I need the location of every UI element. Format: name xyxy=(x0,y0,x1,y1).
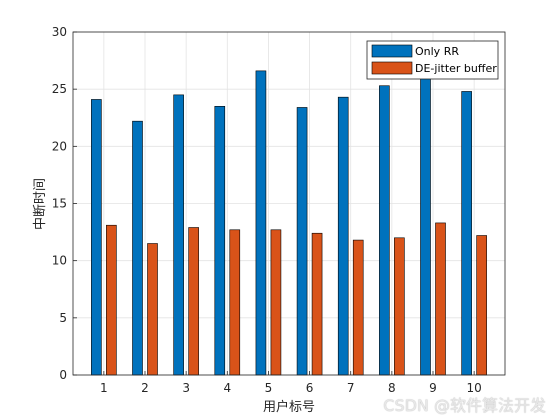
x-tick-label: 3 xyxy=(182,381,190,395)
bar-only-rr-3 xyxy=(173,94,184,376)
bar-de-jitter-buffer-3 xyxy=(188,227,199,376)
x-tick-label: 4 xyxy=(223,381,231,395)
bar-de-jitter-buffer-10 xyxy=(476,235,487,376)
x-tick-label: 9 xyxy=(429,381,437,395)
bar-only-rr-10 xyxy=(461,91,472,376)
bar-only-rr-7 xyxy=(337,96,349,376)
legend-swatch-de-jitter-buffer xyxy=(371,61,413,75)
y-tick-label: 25 xyxy=(52,82,67,96)
y-tick-label: 0 xyxy=(59,368,67,382)
legend-label-only-rr: Only RR xyxy=(415,45,459,58)
bar-only-rr-1 xyxy=(91,99,102,376)
bar-only-rr-4 xyxy=(214,106,226,376)
bar-only-rr-2 xyxy=(132,120,143,376)
legend-label-de-jitter-buffer: DE-jitter buffer xyxy=(415,62,497,75)
bar-de-jitter-buffer-7 xyxy=(352,239,364,376)
x-tick-label: 6 xyxy=(306,381,314,395)
bar-only-rr-5 xyxy=(255,70,267,376)
y-tick-label: 20 xyxy=(52,139,67,153)
bar-de-jitter-buffer-9 xyxy=(435,222,446,376)
grid-lines xyxy=(73,31,505,376)
bar-de-jitter-buffer-1 xyxy=(106,224,117,376)
x-tick-label: 7 xyxy=(347,381,355,395)
x-tick-label: 5 xyxy=(265,381,273,395)
bar-de-jitter-buffer-4 xyxy=(229,229,241,376)
bar-only-rr-9 xyxy=(420,77,431,376)
x-tick-label: 10 xyxy=(467,381,482,395)
legend-swatch-only-rr xyxy=(371,44,413,58)
y-tick-label: 30 xyxy=(52,25,67,39)
x-tick-label: 2 xyxy=(141,381,149,395)
x-axis-ticks: 1 2 3 4 5 6 7 8 9 10 xyxy=(100,371,482,395)
bars xyxy=(91,70,487,376)
y-axis-ticks: 0 5 10 15 20 25 30 xyxy=(52,25,77,382)
legend: Only RR DE-jitter buffer xyxy=(366,40,499,80)
bar-only-rr-8 xyxy=(379,85,390,376)
bar-de-jitter-buffer-6 xyxy=(311,232,323,376)
y-tick-label: 5 xyxy=(59,311,67,325)
y-tick-label: 10 xyxy=(52,254,67,268)
bar-de-jitter-buffer-2 xyxy=(147,243,158,376)
y-tick-label: 15 xyxy=(52,197,67,211)
x-tick-label: 1 xyxy=(100,381,108,395)
bar-only-rr-6 xyxy=(296,107,308,376)
watermark: CSDN @软件算法开发 xyxy=(383,396,546,415)
bar-de-jitter-buffer-8 xyxy=(394,237,405,376)
x-axis-label: 用户标号 xyxy=(263,399,315,415)
bar-de-jitter-buffer-5 xyxy=(270,229,282,376)
x-tick-label: 8 xyxy=(388,381,396,395)
y-axis-label: 中断时间 xyxy=(33,178,48,230)
